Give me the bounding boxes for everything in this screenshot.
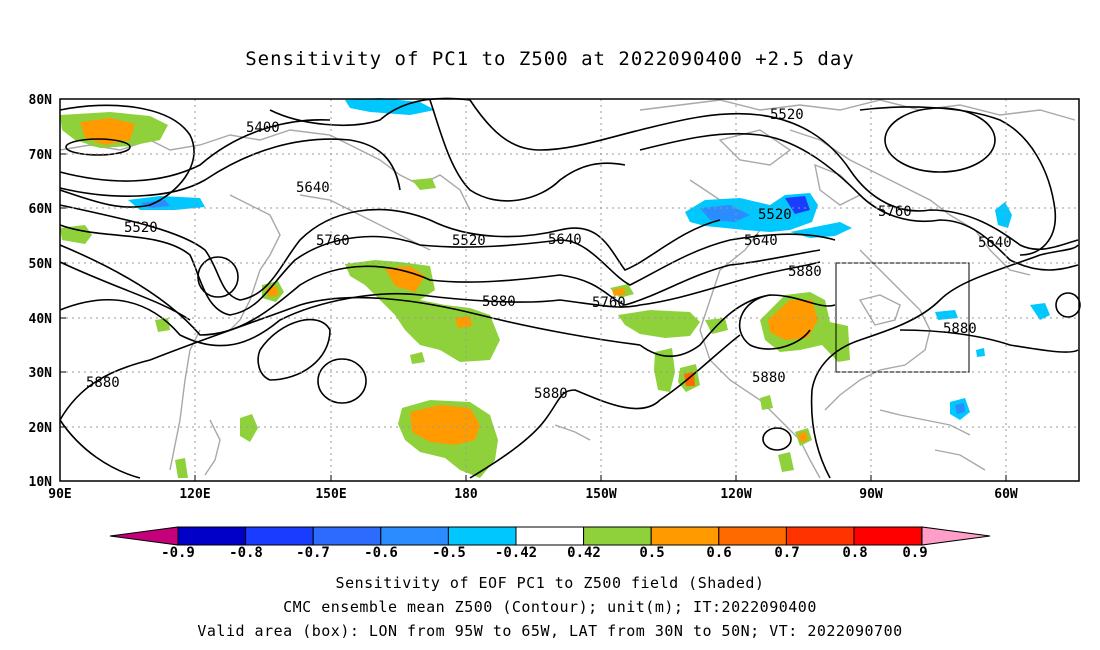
lon-label: 90W — [859, 487, 883, 502]
lon-axis-labels: 90E 120E 150E 180 150W 120W 90W 60W — [48, 487, 1018, 502]
lat-axis-labels: 80N 70N 60N 50N 40N 30N 20N 10N — [29, 93, 53, 490]
colorbar-box — [245, 526, 314, 546]
colorbar-label: 0.8 — [842, 545, 867, 561]
lon-label: 150W — [585, 487, 616, 502]
lat-label: 70N — [29, 148, 53, 163]
colorbar-box — [853, 526, 923, 546]
colorbar-label: 0.7 — [774, 545, 799, 561]
lat-label: 60N — [29, 202, 53, 217]
colorbar-box — [583, 526, 652, 546]
colorbar — [109, 526, 991, 546]
colorbar-box — [380, 526, 449, 546]
contour-label-5400: 5400 — [246, 120, 280, 136]
caption-line-3: Valid area (box): LON from 95W to 65W, L… — [197, 622, 903, 640]
lon-label: 180 — [454, 487, 478, 502]
contour-label-5520: 5520 — [452, 233, 486, 249]
colorbar-boxes — [177, 526, 923, 546]
colorbar-low-end — [109, 526, 179, 546]
sensitivity-shading — [60, 98, 1050, 478]
lat-label: 80N — [29, 93, 53, 108]
colorbar-box — [177, 526, 247, 546]
colorbar-label: 0.5 — [639, 545, 664, 561]
colorbar-labels: -0.9 -0.8 -0.7 -0.6 -0.5 -0.42 0.42 0.5 … — [161, 545, 928, 561]
colorbar-box — [447, 526, 517, 546]
coastlines — [59, 99, 1076, 479]
colorbar-box — [650, 526, 720, 546]
colorbar-box — [718, 526, 787, 546]
contour-label-5520: 5520 — [758, 207, 792, 223]
colorbar-label: -0.5 — [432, 545, 466, 561]
colorbar-box — [515, 526, 585, 546]
colorbar-label: -0.9 — [161, 545, 195, 561]
gridlines — [60, 99, 1079, 481]
contour-label-5880: 5880 — [86, 375, 120, 391]
lat-label: 50N — [29, 257, 53, 272]
contour-label-5760: 5760 — [878, 204, 912, 220]
lon-label: 120W — [720, 487, 751, 502]
contour-label-5760: 5760 — [316, 233, 350, 249]
caption-line-2: CMC ensemble mean Z500 (Contour); unit(m… — [283, 598, 817, 616]
colorbar-box — [312, 526, 382, 546]
contour-label-5760: 5760 — [592, 295, 626, 311]
contour-label-5640: 5640 — [548, 232, 582, 248]
lat-label: 10N — [29, 475, 53, 490]
contour-label-5880: 5880 — [534, 386, 568, 402]
lat-label: 30N — [29, 366, 53, 381]
contour-label-5880: 5880 — [482, 294, 516, 310]
tick-marks — [60, 98, 1007, 481]
contour-label-5880: 5880 — [752, 370, 786, 386]
lon-label: 120E — [179, 487, 210, 502]
caption-line-1: Sensitivity of EOF PC1 to Z500 field (Sh… — [335, 574, 765, 592]
contour-label-5640: 5640 — [744, 233, 778, 249]
colorbar-label: 0.42 — [567, 545, 601, 561]
lon-label: 150E — [315, 487, 346, 502]
map-frame — [59, 98, 1080, 482]
map-title: Sensitivity of PC1 to Z500 at 2022090400… — [245, 48, 855, 70]
lat-label: 20N — [29, 421, 53, 436]
contour-labels: 5400 5520 5520 5520 5520 5640 5640 5640 … — [86, 107, 1012, 402]
colorbar-label: -0.7 — [296, 545, 330, 561]
lon-label: 90E — [48, 487, 71, 502]
lon-label: 60W — [994, 487, 1018, 502]
colorbar-label: -0.42 — [495, 545, 537, 561]
contour-label-5880: 5880 — [788, 264, 822, 280]
contour-label-5640: 5640 — [296, 180, 330, 196]
contour-label-5640: 5640 — [978, 235, 1012, 251]
colorbar-label: -0.6 — [364, 545, 398, 561]
colorbar-label: 0.6 — [706, 545, 731, 561]
colorbar-box — [785, 526, 855, 546]
contour-label-5520: 5520 — [770, 107, 804, 123]
contour-label-5520: 5520 — [124, 220, 158, 236]
lat-label: 40N — [29, 312, 53, 327]
colorbar-high-end — [921, 526, 991, 546]
colorbar-label: 0.9 — [902, 545, 927, 561]
contour-label-5880: 5880 — [943, 321, 977, 337]
colorbar-label: -0.8 — [229, 545, 263, 561]
